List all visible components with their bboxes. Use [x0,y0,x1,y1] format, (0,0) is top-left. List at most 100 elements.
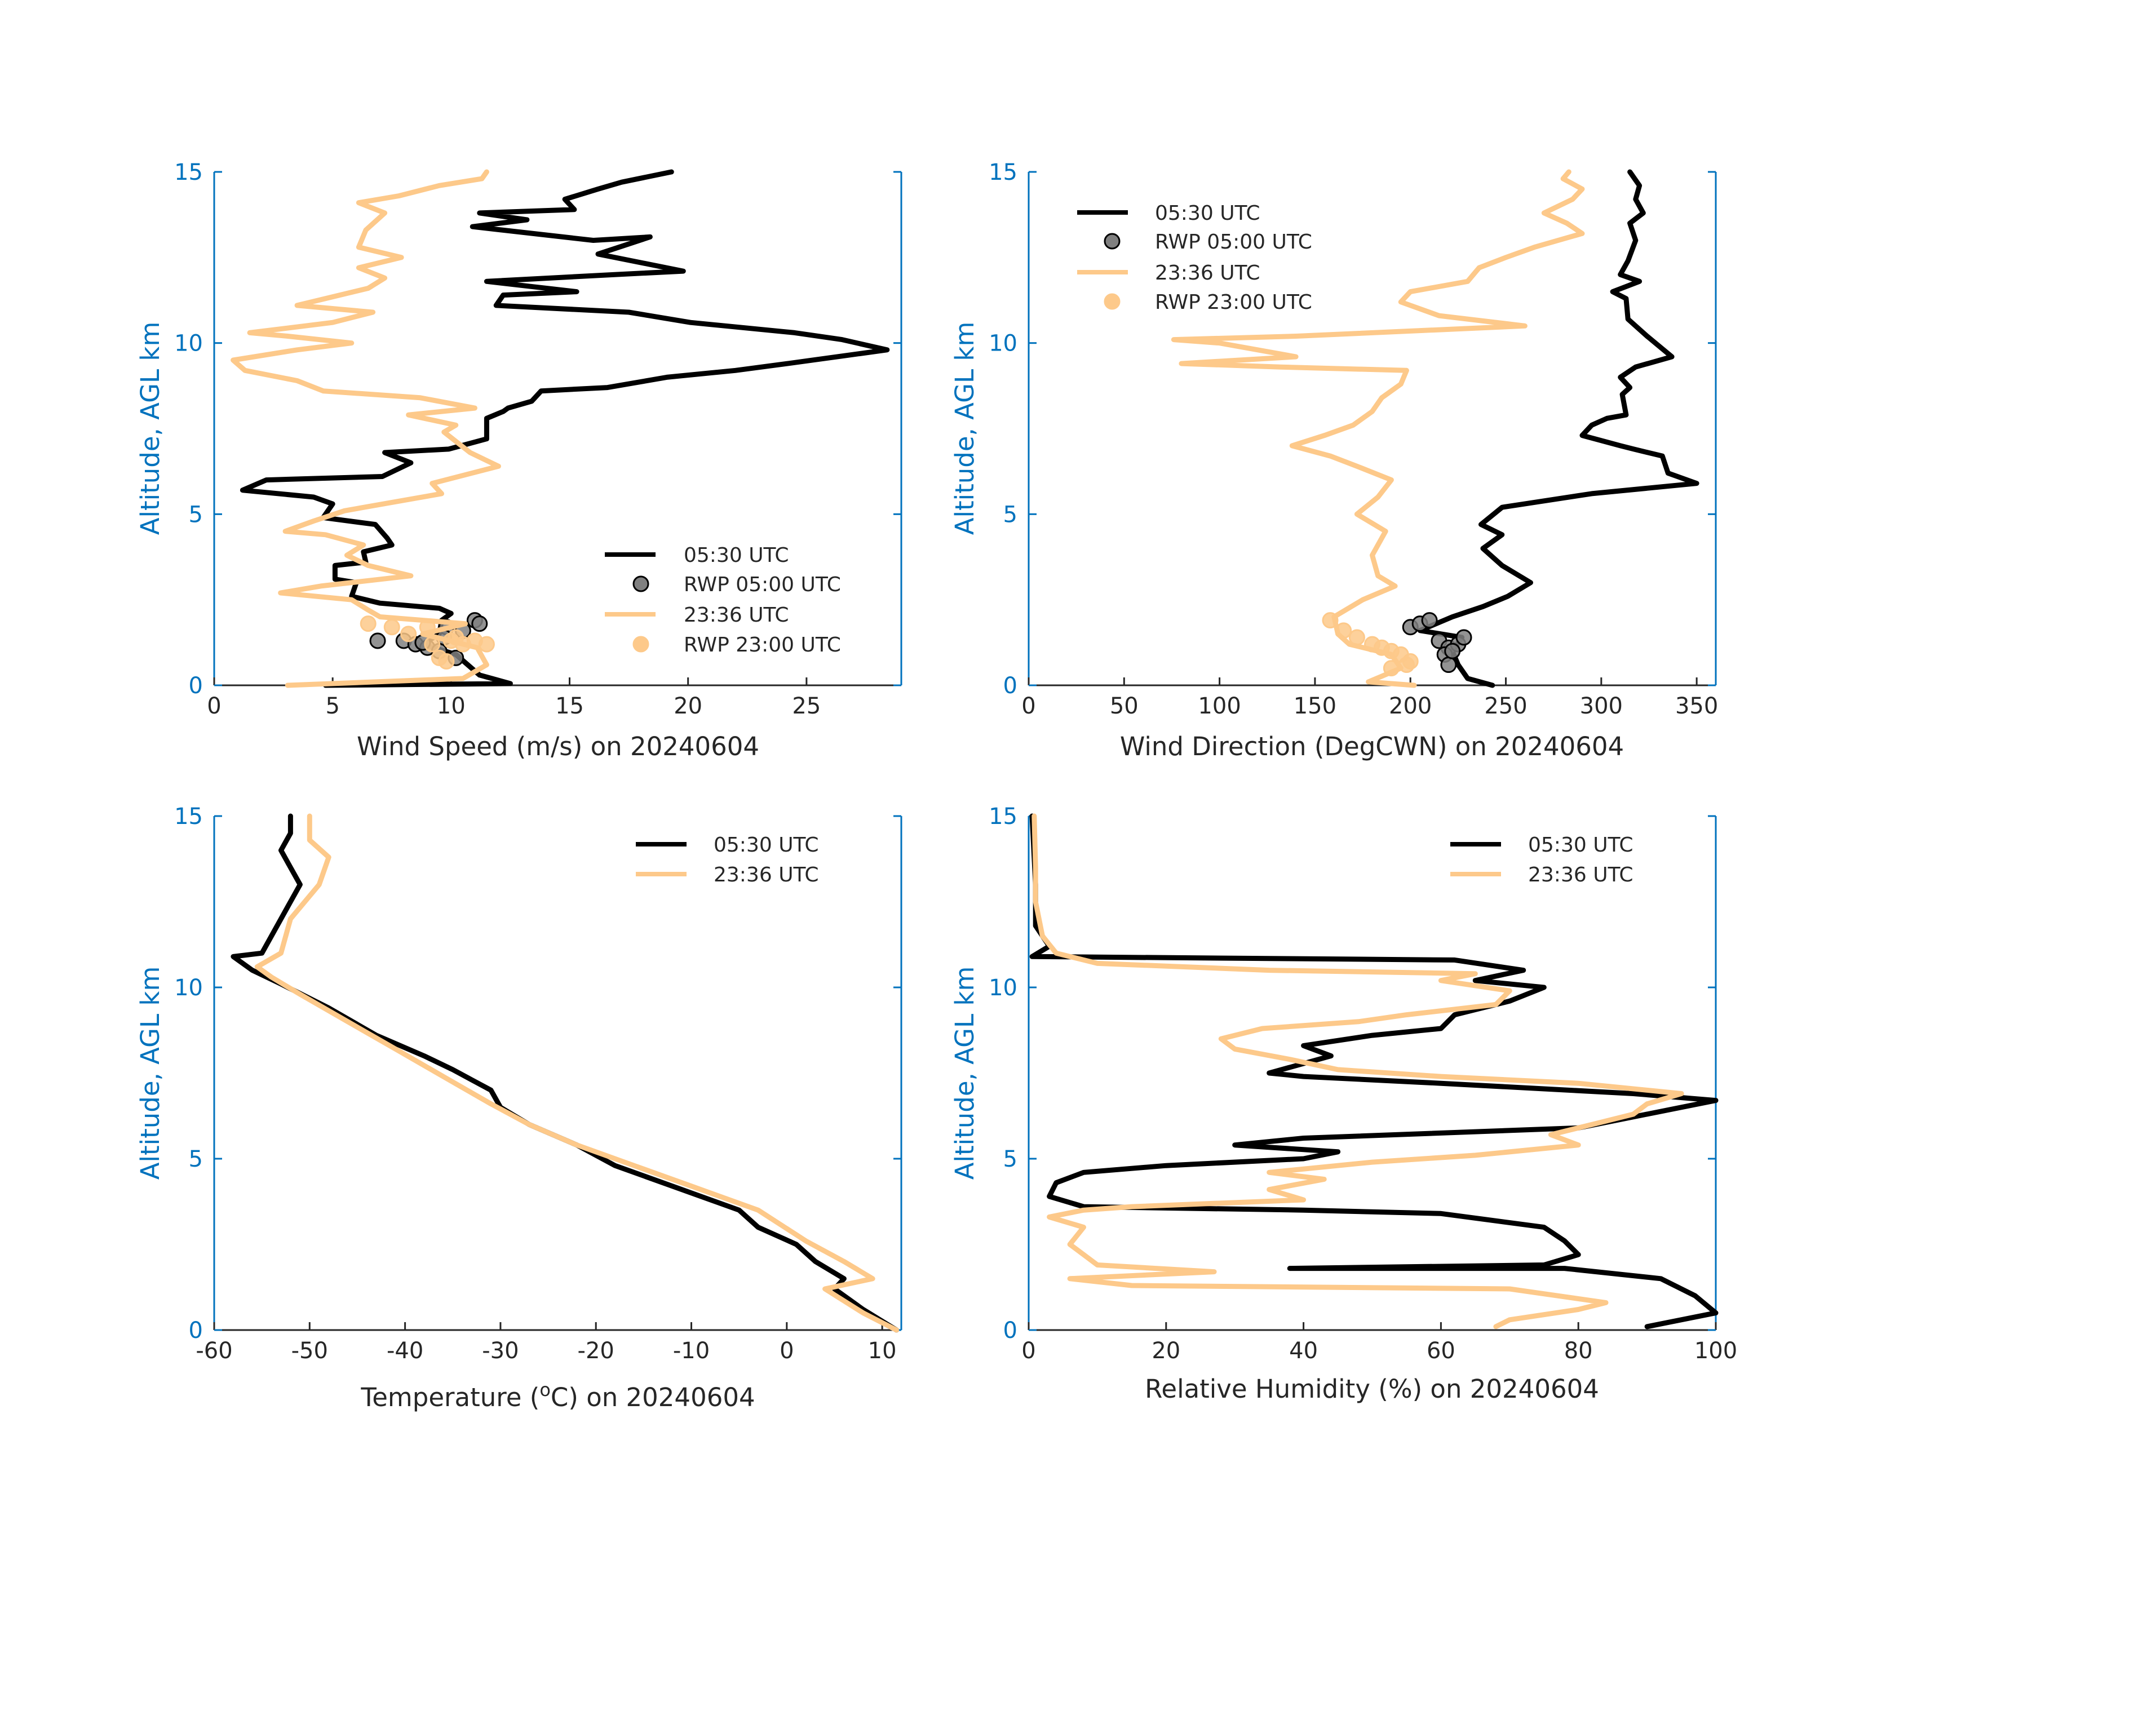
series-line [1417,169,1699,688]
series-line [1031,813,1684,1329]
series-marker [1455,629,1472,646]
y-tick-label: 15 [989,804,1017,830]
x-tick-label: 0 [1021,1338,1035,1364]
legend: 05:30 UTC 23:36 UTC [1450,834,1633,887]
x-tick-label: 20 [1152,1338,1180,1364]
y-tick-label: 10 [174,975,203,1001]
legend-label-0530: 05:30 UTC [684,544,789,567]
series-marker [1383,660,1400,677]
legend-label-0530: 05:30 UTC [714,834,819,857]
x-axis-label-tail: C) on 20240604 [551,1382,755,1412]
series-marker [448,629,464,646]
x-tick-label: -30 [482,1338,519,1364]
series-line [231,169,501,688]
x-tick-label: 150 [1294,693,1336,719]
legend-marker-rwp-2300 [632,636,649,653]
y-tick-label: 5 [189,1146,203,1172]
wind-speed-panel: 0 5 10 15 20 25 0 5 10 15 Wind Speed (m/s) on 202… [135,159,902,761]
x-tick-label: 5 [325,693,339,719]
temperature-panel: -60 -50 -40 -30 -20 -10 0 10 0 5 10 15 Temperature … [135,804,902,1412]
y-axis-label: Altitude, AGL km [950,967,980,1180]
y-axis-label: Altitude, AGL km [950,322,980,535]
x-tick-label: 100 [1198,693,1241,719]
legend-label-rwp-2300: RWP 23:00 UTC [1155,291,1312,314]
y-tick-label: 15 [989,159,1017,185]
y-tick-label: 10 [174,331,203,357]
y-tick-label: 5 [1003,502,1017,528]
y-tick-label: 5 [1003,1146,1017,1172]
x-tick-label: 10 [868,1338,897,1364]
legend-label-rwp-0500: RWP 05:00 UTC [1155,231,1312,254]
x-tick-label: 80 [1564,1338,1593,1364]
x-tick-label: 250 [1484,693,1527,719]
series-marker [369,632,386,649]
series-marker [1348,629,1365,646]
legend-label-2336: 23:36 UTC [1528,863,1633,887]
plot-area [1029,813,1719,1329]
series-line [1171,169,1585,688]
series-marker [383,619,400,636]
x-tick-label: 15 [555,693,584,719]
y-tick-label: 15 [174,159,203,185]
series-marker [1398,657,1415,673]
x-tick-label: 100 [1694,1338,1737,1364]
legend-marker-rwp-0500 [632,575,649,592]
x-axis-label-sup: o [539,1379,551,1400]
series-line [240,169,890,688]
series-marker [424,636,441,653]
legend-label-rwp-2300: RWP 23:00 UTC [684,633,841,657]
y-tick-label: 0 [1003,673,1017,699]
legend-label-2336: 23:36 UTC [1155,261,1260,285]
series-line [231,813,899,1333]
y-tick-label: 15 [174,804,203,830]
x-axis-label: Temperature (oC) on 20240604 [360,1379,755,1412]
series-marker [360,615,377,632]
x-tick-label: 0 [780,1338,794,1364]
wind-direction-panel: 0 50 100 150 200 250 300 350 0 5 10 15 Wind Directi… [950,159,1718,761]
x-tick-label: 10 [437,693,466,719]
plot-area [231,813,899,1333]
ticks: 0 50 100 150 200 250 300 350 0 5 10 15 [989,159,1718,719]
relative-humidity-panel: 0 20 40 60 80 100 0 5 10 15 Relative Humidity (%)… [950,804,1737,1404]
series-marker [1335,622,1352,639]
x-tick-label: 300 [1580,693,1623,719]
legend-label-0530: 05:30 UTC [1528,834,1633,857]
series-line [1029,813,1719,1329]
y-tick-label: 0 [189,673,203,699]
series-line [254,813,899,1333]
ticks: -60 -50 -40 -30 -20 -10 0 10 0 5 10 15 [174,804,901,1364]
legend-label-0530: 05:30 UTC [1155,202,1260,225]
x-tick-label: 40 [1289,1338,1318,1364]
ticks: 0 5 10 15 20 25 0 5 10 15 [174,159,901,719]
series-marker [1322,612,1339,629]
legend-marker-rwp-2300 [1104,293,1121,310]
series-marker [1440,657,1457,673]
legend: 05:30 UTC RWP 05:00 UTC 23:36 UTC RWP 23… [1077,202,1312,314]
series-marker [478,636,495,653]
x-axis-label-main: Temperature ( [360,1382,539,1412]
y-tick-label: 5 [189,502,203,528]
series-marker [1421,612,1438,629]
x-axis-label: Wind Speed (m/s) on 20240604 [357,732,759,761]
legend-label-2336: 23:36 UTC [684,604,789,627]
ticks: 0 20 40 60 80 100 0 5 10 15 [989,804,1737,1364]
y-tick-label: 10 [989,331,1017,357]
plot-area [1171,169,1699,688]
x-axis-label: Wind Direction (DegCWN) on 20240604 [1120,732,1624,761]
x-axis-label: Relative Humidity (%) on 20240604 [1145,1374,1599,1404]
y-axis-label: Altitude, AGL km [135,322,165,535]
y-tick-label: 0 [189,1318,203,1344]
legend-label-rwp-0500: RWP 05:00 UTC [684,573,841,596]
x-tick-label: -60 [196,1338,232,1364]
x-tick-label: 25 [792,693,821,719]
x-tick-label: -50 [291,1338,328,1364]
series-marker [419,619,436,636]
x-tick-label: 50 [1110,693,1139,719]
x-tick-label: 60 [1427,1338,1455,1364]
x-tick-label: -20 [578,1338,614,1364]
plot-area [231,169,890,688]
y-tick-label: 0 [1003,1318,1017,1344]
x-tick-label: 0 [1021,693,1035,719]
series-marker [438,653,455,670]
